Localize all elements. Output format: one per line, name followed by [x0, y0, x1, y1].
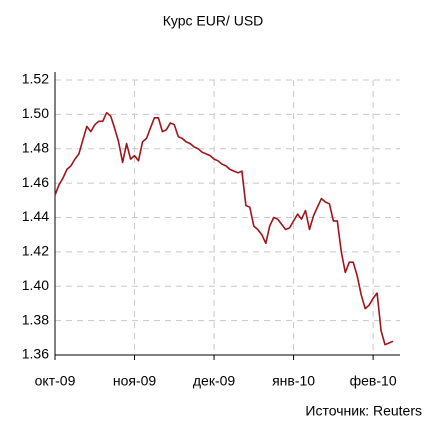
- y-tick-label: 1.36: [22, 346, 49, 362]
- x-tick-label: ноя-09: [113, 373, 157, 389]
- y-tick-label: 1.48: [22, 139, 49, 155]
- x-tick-label: янв-10: [272, 373, 315, 389]
- x-tick-label: окт-09: [35, 373, 76, 389]
- data-line: [54, 111, 394, 346]
- source-note: Источник: Reuters: [305, 403, 422, 419]
- y-tick-label: 1.40: [22, 277, 49, 293]
- y-tick-label: 1.52: [22, 71, 49, 87]
- y-tick-label: 1.42: [22, 243, 49, 259]
- y-tick-label: 1.44: [22, 208, 49, 224]
- chart-title: Курс EUR/ USD: [163, 13, 264, 29]
- x-tick-label: фев-10: [350, 373, 397, 389]
- y-tick-label: 1.46: [22, 174, 49, 190]
- x-tick-label: дек-09: [193, 373, 236, 389]
- y-tick-label: 1.50: [22, 105, 49, 121]
- y-tick-label: 1.38: [22, 311, 49, 327]
